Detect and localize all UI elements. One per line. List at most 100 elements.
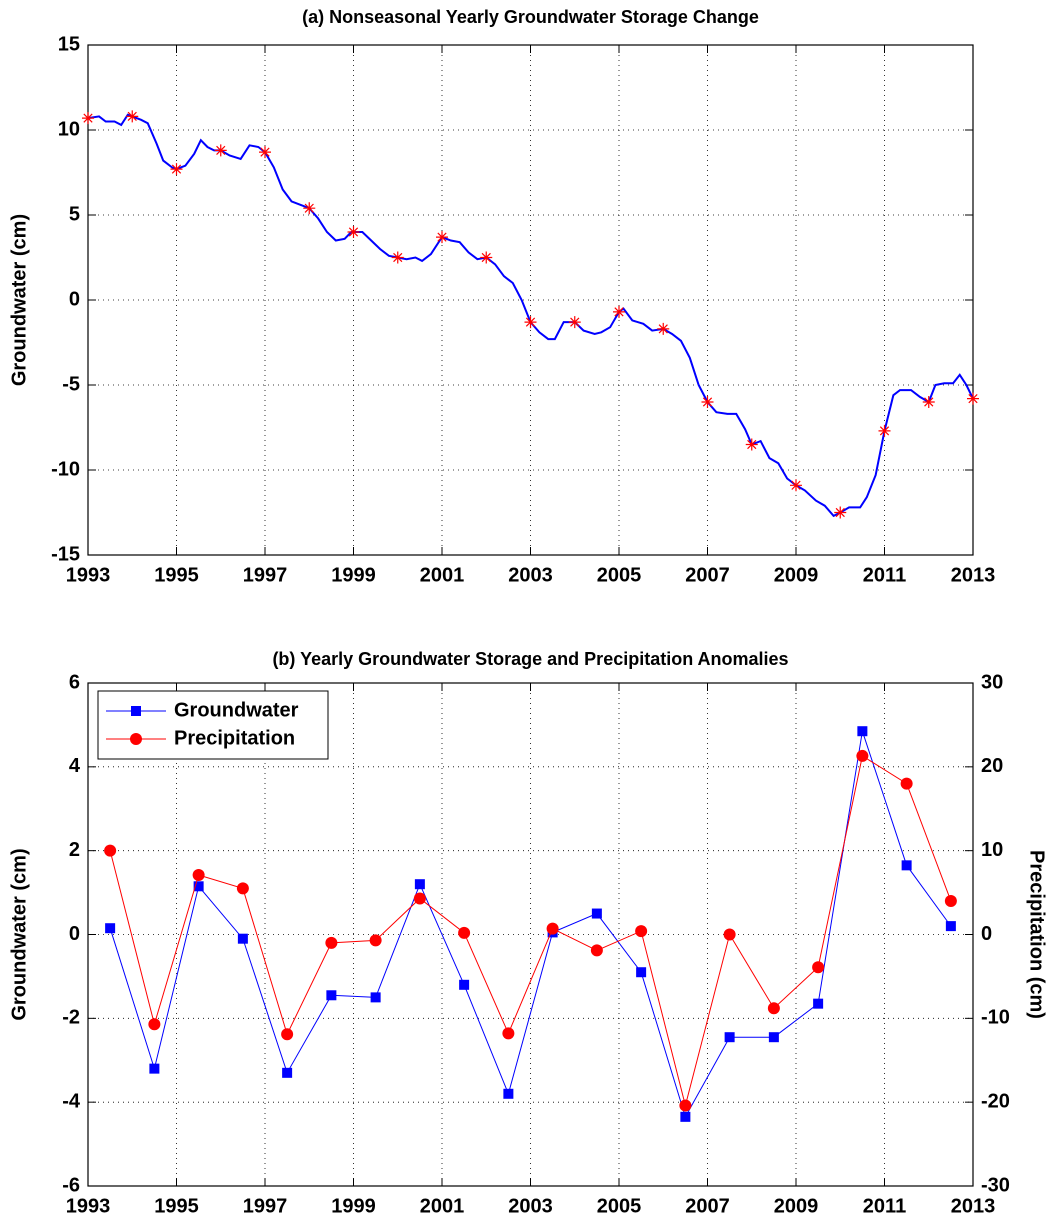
data-point: [723, 928, 736, 941]
x-tick-label: 1999: [331, 564, 376, 586]
data-point: [326, 990, 337, 1001]
data-point: [546, 922, 559, 935]
x-tick-label: 2005: [597, 1195, 642, 1217]
x-tick-label: 2001: [420, 1195, 465, 1217]
y-tick-label: -2: [62, 1007, 80, 1029]
data-point: [436, 231, 448, 244]
y-tick-label: 2: [69, 839, 80, 861]
y-tick-label: 4: [69, 755, 81, 777]
x-tick-label: 2007: [685, 564, 730, 586]
data-point: [414, 879, 425, 890]
x-tick-label: 2009: [774, 1195, 819, 1217]
data-point: [259, 146, 271, 159]
y2-tick-label: 10: [981, 839, 1003, 861]
data-point: [944, 894, 957, 907]
y2-tick-label: 30: [981, 671, 1003, 693]
data-point: [82, 112, 94, 125]
x-tick-label: 2003: [508, 1195, 553, 1217]
legend-marker: [131, 706, 141, 716]
x-tick-label: 1997: [243, 564, 288, 586]
y-tick-label: 5: [69, 203, 80, 225]
y2-tick-label: -30: [981, 1174, 1010, 1196]
data-point: [680, 1111, 691, 1122]
x-tick-label: 1993: [66, 564, 111, 586]
data-point: [370, 992, 381, 1003]
data-point: [282, 1067, 293, 1078]
data-point: [878, 424, 891, 437]
data-point: [724, 1032, 735, 1043]
data-point: [790, 479, 802, 492]
data-point: [391, 251, 404, 264]
data-point: [236, 882, 249, 895]
data-point: [459, 979, 470, 990]
data-point: [922, 396, 935, 408]
data-point: [679, 1099, 692, 1112]
data-point: [900, 777, 913, 790]
data-point: [148, 1018, 161, 1031]
data-point: [635, 925, 648, 938]
y-tick-label: -5: [62, 373, 80, 395]
data-point: [170, 163, 183, 176]
x-tick-label: 2005: [597, 564, 642, 586]
data-point: [945, 921, 956, 932]
y-tick-label: 0: [69, 288, 80, 310]
data-point: [856, 749, 869, 762]
data-point: [325, 936, 338, 949]
plot-frame: [87, 682, 974, 1187]
chart-title: (a) Nonseasonal Yearly Groundwater Stora…: [302, 7, 759, 27]
data-point: [104, 844, 117, 857]
legend-box: [97, 690, 329, 760]
legend-label: Groundwater: [174, 699, 299, 721]
data-point: [613, 305, 625, 318]
data-point: [303, 202, 316, 215]
data-point: [413, 892, 426, 905]
y2-tick-label: 0: [981, 923, 992, 945]
data-point: [812, 961, 825, 974]
data-point: [768, 1032, 779, 1043]
y-tick-label: -10: [51, 458, 80, 480]
x-tick-label: 1995: [154, 564, 199, 586]
y-axis-label: Groundwater (cm): [8, 848, 30, 1020]
y-axis-label: Groundwater (cm): [8, 214, 30, 386]
data-point: [502, 1027, 515, 1040]
data-point: [857, 726, 868, 737]
data-point: [834, 506, 847, 519]
data-point: [369, 934, 382, 947]
x-tick-label: 2011: [863, 1195, 906, 1217]
y-tick-label: 15: [58, 33, 80, 55]
data-point: [237, 933, 248, 944]
data-point: [657, 322, 670, 335]
data-point: [193, 881, 204, 892]
x-tick-label: 2011: [863, 564, 906, 586]
legend-label: Precipitation: [174, 727, 295, 749]
x-tick-label: 2001: [420, 564, 465, 586]
x-tick-label: 2007: [685, 1195, 730, 1217]
data-point: [591, 908, 602, 919]
data-point: [192, 868, 205, 881]
data-point: [503, 1088, 514, 1099]
x-tick-label: 2009: [774, 564, 819, 586]
data-point: [458, 926, 471, 939]
y2-tick-label: 20: [981, 755, 1003, 777]
x-tick-label: 2013: [951, 1195, 996, 1217]
data-line: [109, 731, 952, 1119]
data-point: [149, 1063, 160, 1074]
data-point: [767, 1002, 780, 1015]
data-point: [524, 316, 537, 329]
x-tick-label: 1999: [331, 1195, 376, 1217]
y2-tick-label: -20: [981, 1090, 1010, 1112]
plot-frame: [87, 44, 974, 556]
data-point: [901, 860, 912, 871]
y-tick-label: -6: [62, 1174, 80, 1196]
data-point: [745, 438, 758, 451]
data-point: [813, 998, 824, 1009]
data-point: [568, 316, 581, 329]
x-tick-label: 2003: [508, 564, 553, 586]
data-point: [126, 110, 139, 123]
x-tick-label: 1995: [154, 1195, 199, 1217]
y-tick-label: 6: [69, 671, 80, 693]
data-point: [281, 1028, 294, 1041]
y-tick-label: -4: [62, 1090, 81, 1112]
data-point: [214, 144, 227, 157]
